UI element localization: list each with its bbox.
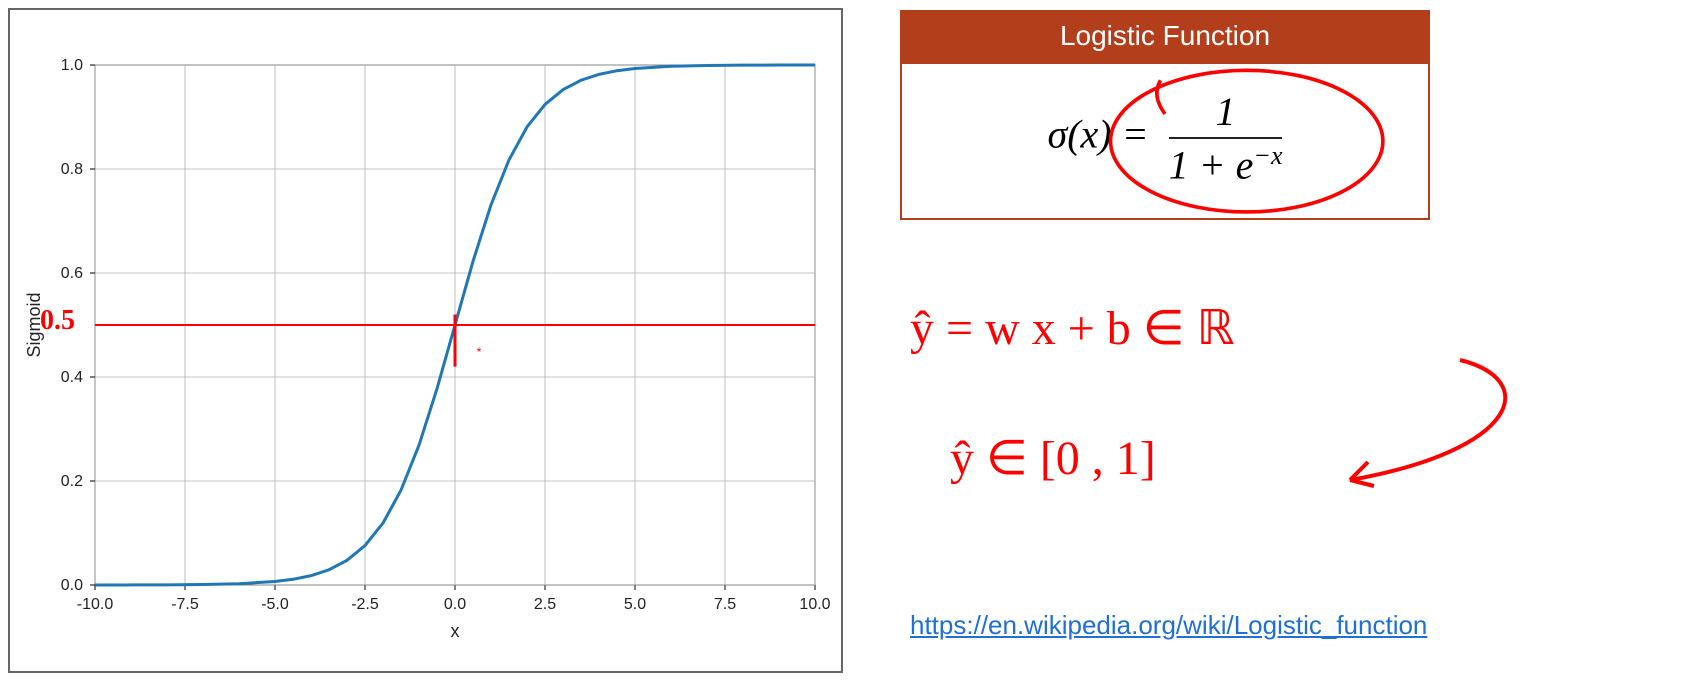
svg-text:0.0: 0.0 bbox=[61, 577, 83, 594]
svg-text:-2.5: -2.5 bbox=[351, 596, 379, 613]
svg-text:1.0: 1.0 bbox=[61, 57, 83, 74]
svg-text:-10.0: -10.0 bbox=[77, 596, 114, 613]
svg-text:0.0: 0.0 bbox=[444, 596, 466, 613]
svg-text:2.5: 2.5 bbox=[534, 596, 556, 613]
svg-text:7.5: 7.5 bbox=[714, 596, 736, 613]
formula-numerator: 1 bbox=[1169, 88, 1283, 139]
formula-denominator: 1 + e−x bbox=[1169, 139, 1283, 188]
info-title: Logistic Function bbox=[900, 10, 1430, 62]
svg-text:-5.0: -5.0 bbox=[261, 596, 289, 613]
svg-text:0.2: 0.2 bbox=[61, 473, 83, 490]
sigmoid-plot: -10.0 -7.5 -5.0 -2.5 0.0 2.5 5.0 7.5 10.0 0.0 0.2 0… bbox=[10, 10, 845, 675]
svg-text:5.0: 5.0 bbox=[624, 596, 646, 613]
formula-lhs: σ(x) = bbox=[1048, 111, 1149, 156]
red-circle-annotation bbox=[902, 64, 1428, 218]
sigmoid-chart-panel: -10.0 -7.5 -5.0 -2.5 0.0 2.5 5.0 7.5 10.0 0.0 0.2 0… bbox=[8, 8, 843, 673]
svg-text:0.4: 0.4 bbox=[61, 369, 83, 386]
svg-text:10.0: 10.0 bbox=[799, 596, 830, 613]
handwritten-eq2: ŷ ∈ [0 , 1] bbox=[950, 430, 1156, 486]
formula-fraction: 1 1 + e−x bbox=[1169, 88, 1283, 188]
svg-text:*: * bbox=[477, 345, 482, 359]
handwritten-eq1: ŷ = w x + b ∈ ℝ bbox=[910, 300, 1235, 356]
svg-text:0.6: 0.6 bbox=[61, 265, 83, 282]
wikipedia-link[interactable]: https://en.wikipedia.org/wiki/Logistic_f… bbox=[910, 610, 1427, 641]
svg-text:-7.5: -7.5 bbox=[171, 596, 199, 613]
sigmoid-formula: σ(x) = 1 1 + e−x bbox=[900, 62, 1430, 220]
logistic-function-box: Logistic Function σ(x) = 1 1 + e−x bbox=[900, 10, 1430, 220]
annotation-0.5: 0.5 bbox=[40, 305, 75, 337]
info-column: Logistic Function σ(x) = 1 1 + e−x ŷ = w… bbox=[900, 0, 1683, 695]
svg-text:x: x bbox=[451, 621, 460, 641]
svg-text:0.8: 0.8 bbox=[61, 161, 83, 178]
